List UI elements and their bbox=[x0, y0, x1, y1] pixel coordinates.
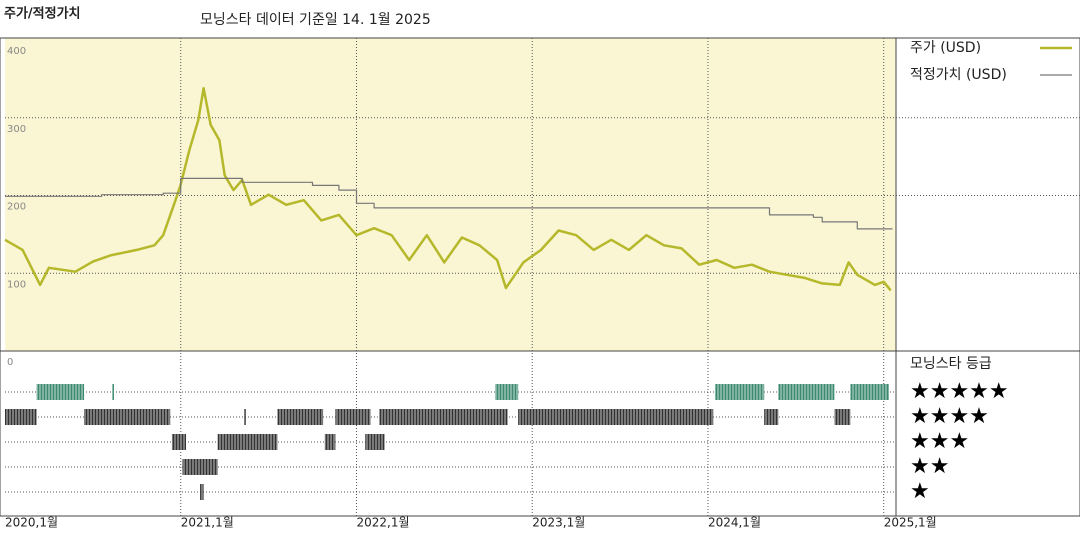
y-tick-label: 200 bbox=[7, 202, 26, 213]
rating-label: ★★★★★ bbox=[910, 379, 1009, 404]
rating-bar-hatch bbox=[850, 384, 889, 400]
rating-bar-hatch bbox=[335, 409, 371, 425]
series-line bbox=[4, 86, 892, 292]
legend-label: 주가 (USD) bbox=[910, 40, 981, 56]
y-tick-label: 300 bbox=[7, 124, 26, 135]
y-tick-label: 100 bbox=[7, 279, 26, 290]
rating-bar-hatch bbox=[324, 434, 336, 450]
x-tick-label: 2024,1월 bbox=[708, 516, 761, 530]
rating-bar-hatch bbox=[36, 384, 85, 400]
rating-bar-hatch bbox=[518, 409, 714, 425]
rating-label: ★ bbox=[910, 479, 930, 504]
rating-bar-hatch bbox=[365, 434, 385, 450]
x-tick-label: 2021,1월 bbox=[181, 516, 234, 530]
y-tick-label: 400 bbox=[7, 46, 26, 57]
frame bbox=[0, 37, 1080, 517]
rating-bar-hatch bbox=[834, 409, 851, 425]
ratings-title: 모닝스타 등급 bbox=[910, 356, 992, 372]
rating-bar-hatch bbox=[217, 434, 278, 450]
x-tick-label: 2022,1월 bbox=[356, 516, 409, 530]
legend-label: 적정가치 (USD) bbox=[910, 67, 1007, 83]
rating-bar-hatch bbox=[244, 409, 246, 425]
x-tick-label: 2020,1월 bbox=[5, 516, 58, 530]
rating-label: ★★★★ bbox=[910, 404, 989, 429]
x-tick-label: 2023,1월 bbox=[532, 516, 585, 530]
rating-bar-hatch bbox=[714, 384, 765, 400]
x-tick-label: 2025,1월 bbox=[884, 516, 937, 530]
rating-bar-hatch bbox=[171, 434, 187, 450]
chart-subtitle: 모닝스타 데이터 기준일 14. 1월 2025 bbox=[200, 12, 431, 28]
rating-bar-hatch bbox=[778, 384, 835, 400]
rating-bar-hatch bbox=[277, 409, 324, 425]
rating-bar-hatch bbox=[182, 459, 218, 475]
rating-bar-hatch bbox=[764, 409, 779, 425]
chart-title: 주가/적정가치 bbox=[4, 6, 81, 22]
rating-label: ★★ bbox=[910, 454, 949, 479]
rating-bar-hatch bbox=[5, 409, 37, 425]
y-tick-label: 0 bbox=[7, 357, 13, 368]
rating-bar-hatch bbox=[379, 409, 508, 425]
rating-label: ★★★ bbox=[910, 429, 969, 454]
rating-bar-hatch bbox=[84, 409, 171, 425]
series-line bbox=[5, 177, 893, 230]
rating-bar-hatch bbox=[200, 484, 204, 500]
rating-bar-hatch bbox=[112, 384, 114, 400]
rating-bar-hatch bbox=[495, 384, 519, 400]
